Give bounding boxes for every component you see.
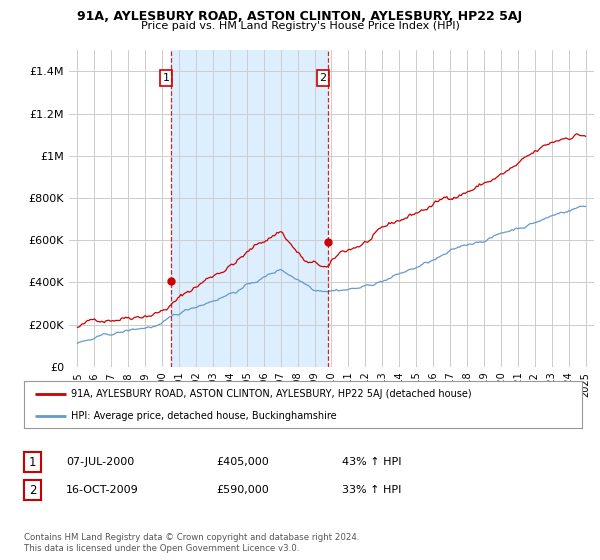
Text: 1: 1	[163, 73, 169, 83]
Text: 2: 2	[29, 483, 36, 497]
Text: £590,000: £590,000	[216, 485, 269, 495]
Text: HPI: Average price, detached house, Buckinghamshire: HPI: Average price, detached house, Buck…	[71, 410, 337, 421]
Text: 91A, AYLESBURY ROAD, ASTON CLINTON, AYLESBURY, HP22 5AJ (detached house): 91A, AYLESBURY ROAD, ASTON CLINTON, AYLE…	[71, 389, 472, 399]
Text: 33% ↑ HPI: 33% ↑ HPI	[342, 485, 401, 495]
Text: 07-JUL-2000: 07-JUL-2000	[66, 457, 134, 467]
Text: 2: 2	[319, 73, 326, 83]
Text: £405,000: £405,000	[216, 457, 269, 467]
Text: 1: 1	[29, 455, 36, 469]
Text: 16-OCT-2009: 16-OCT-2009	[66, 485, 139, 495]
Bar	[171, 50, 328, 367]
Text: Price paid vs. HM Land Registry's House Price Index (HPI): Price paid vs. HM Land Registry's House …	[140, 21, 460, 31]
Text: Contains HM Land Registry data © Crown copyright and database right 2024.
This d: Contains HM Land Registry data © Crown c…	[24, 533, 359, 553]
Text: 91A, AYLESBURY ROAD, ASTON CLINTON, AYLESBURY, HP22 5AJ: 91A, AYLESBURY ROAD, ASTON CLINTON, AYLE…	[77, 10, 523, 23]
Text: 43% ↑ HPI: 43% ↑ HPI	[342, 457, 401, 467]
